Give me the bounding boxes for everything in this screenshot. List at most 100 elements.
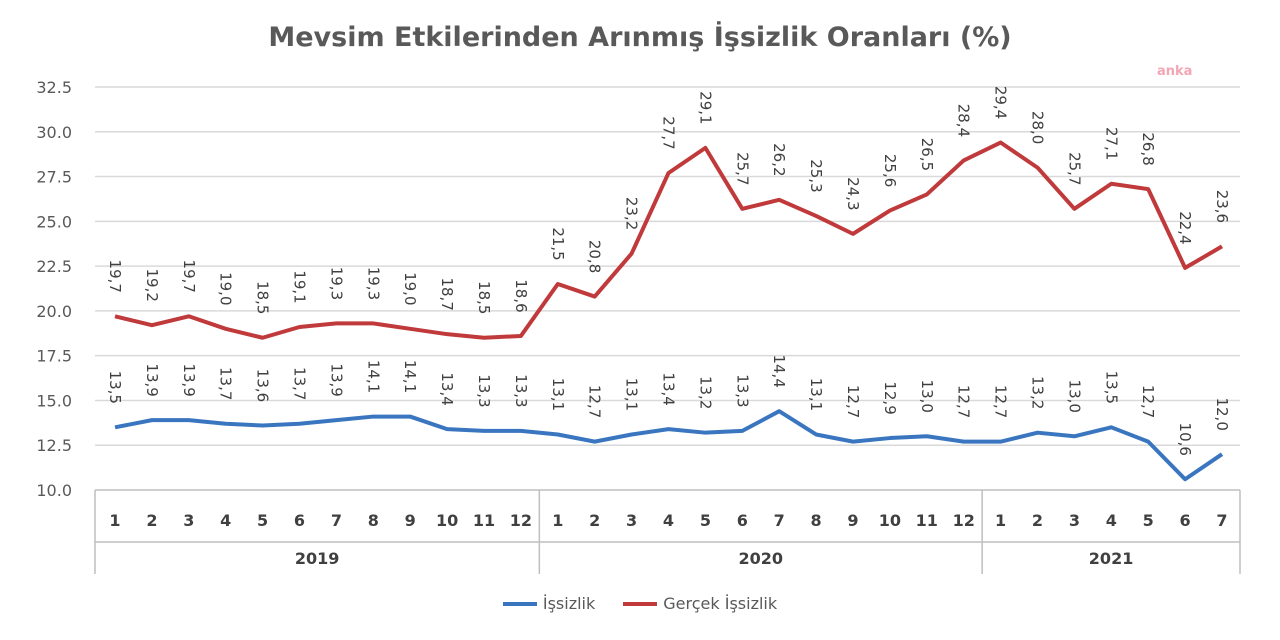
data-label: 12,9 bbox=[881, 381, 899, 414]
x-tick-label: 5 bbox=[1143, 511, 1154, 530]
data-label: 14,4 bbox=[770, 354, 788, 387]
data-label: 13,3 bbox=[733, 374, 751, 407]
legend-label: İşsizlik bbox=[542, 594, 596, 613]
x-tick-label: 9 bbox=[405, 511, 416, 530]
y-tick-label: 20.0 bbox=[36, 302, 72, 321]
data-label: 19,3 bbox=[364, 267, 382, 300]
x-tick-label: 4 bbox=[663, 511, 674, 530]
data-label: 28,4 bbox=[955, 104, 973, 137]
data-label: 18,7 bbox=[438, 277, 456, 310]
y-tick-label: 22.5 bbox=[36, 257, 72, 276]
y-tick-label: 25.0 bbox=[36, 212, 72, 231]
data-label: 13,5 bbox=[106, 371, 124, 404]
x-tick-label: 2 bbox=[589, 511, 600, 530]
data-label: 28,0 bbox=[1029, 111, 1047, 144]
data-label: 13,1 bbox=[807, 378, 825, 411]
data-label: 19,0 bbox=[401, 272, 419, 305]
x-tick-label: 4 bbox=[1106, 511, 1117, 530]
data-label: 24,3 bbox=[844, 177, 862, 210]
data-label: 13,2 bbox=[1029, 376, 1047, 409]
data-label: 13,0 bbox=[1065, 380, 1083, 413]
data-label: 10,6 bbox=[1176, 423, 1194, 456]
data-label: 25,7 bbox=[1065, 152, 1083, 185]
data-label: 19,2 bbox=[143, 269, 161, 302]
data-label: 13,3 bbox=[475, 374, 493, 407]
legend-swatch bbox=[502, 601, 537, 606]
data-label: 23,2 bbox=[623, 197, 641, 230]
y-tick-label: 10.0 bbox=[36, 481, 72, 500]
legend: İşsizlik Gerçek İşsizlik bbox=[0, 594, 1280, 613]
x-tick-label: 6 bbox=[737, 511, 748, 530]
data-label: 13,4 bbox=[438, 372, 456, 405]
data-label: 14,1 bbox=[401, 360, 419, 393]
data-label: 29,4 bbox=[992, 86, 1010, 119]
x-tick-label: 12 bbox=[953, 511, 975, 530]
data-label: 25,6 bbox=[881, 154, 899, 187]
data-label: 12,7 bbox=[1139, 385, 1157, 418]
data-label: 26,5 bbox=[918, 138, 936, 171]
x-tick-label: 4 bbox=[220, 511, 231, 530]
y-tick-label: 30.0 bbox=[36, 123, 72, 142]
x-tick-label: 5 bbox=[700, 511, 711, 530]
x-tick-label: 3 bbox=[183, 511, 194, 530]
data-label: 13,1 bbox=[623, 378, 641, 411]
data-label: 19,3 bbox=[327, 267, 345, 300]
data-label: 19,7 bbox=[106, 260, 124, 293]
data-label: 23,6 bbox=[1213, 190, 1231, 223]
legend-item-issizlik: İşsizlik bbox=[502, 594, 596, 613]
x-tick-label: 3 bbox=[626, 511, 637, 530]
data-label: 12,0 bbox=[1213, 397, 1231, 430]
data-label: 13,5 bbox=[1102, 371, 1120, 404]
data-label: 18,5 bbox=[475, 281, 493, 314]
data-label: 13,7 bbox=[217, 367, 235, 400]
data-label: 13,2 bbox=[696, 376, 714, 409]
x-tick-label: 2 bbox=[146, 511, 157, 530]
data-label: 29,1 bbox=[696, 91, 714, 124]
data-label: 19,7 bbox=[180, 260, 198, 293]
x-tick-label: 7 bbox=[774, 511, 785, 530]
x-tick-label: 10 bbox=[879, 511, 901, 530]
x-tick-label: 2 bbox=[1032, 511, 1043, 530]
x-tick-label: 8 bbox=[368, 511, 379, 530]
data-label: 12,7 bbox=[955, 385, 973, 418]
data-label: 22,4 bbox=[1176, 211, 1194, 244]
x-tick-label: 7 bbox=[331, 511, 342, 530]
x-tick-label: 1 bbox=[552, 511, 563, 530]
data-label: 12,7 bbox=[586, 385, 604, 418]
y-tick-label: 15.0 bbox=[36, 391, 72, 410]
data-label: 18,5 bbox=[254, 281, 272, 314]
x-tick-label: 7 bbox=[1216, 511, 1227, 530]
x-tick-label: 1 bbox=[995, 511, 1006, 530]
x-tick-label: 10 bbox=[436, 511, 458, 530]
data-label: 19,1 bbox=[291, 270, 309, 303]
data-label: 19,0 bbox=[217, 272, 235, 305]
data-label: 27,1 bbox=[1102, 127, 1120, 160]
data-label: 13,9 bbox=[327, 363, 345, 396]
year-label: 2020 bbox=[738, 549, 783, 568]
data-label: 13,9 bbox=[180, 363, 198, 396]
data-label: 18,6 bbox=[512, 279, 530, 312]
watermark-logo: anka bbox=[1157, 64, 1193, 79]
y-tick-label: 12.5 bbox=[36, 436, 72, 455]
data-label: 13,7 bbox=[291, 367, 309, 400]
data-label: 13,0 bbox=[918, 380, 936, 413]
x-tick-label: 11 bbox=[916, 511, 938, 530]
data-label: 20,8 bbox=[586, 240, 604, 273]
series-line-gercek-issizlik bbox=[114, 140, 1224, 340]
data-label: 13,1 bbox=[549, 378, 567, 411]
data-label: 14,1 bbox=[364, 360, 382, 393]
data-label: 26,2 bbox=[770, 143, 788, 176]
data-label: 27,7 bbox=[660, 116, 678, 149]
data-label: 13,4 bbox=[660, 372, 678, 405]
data-label: 26,8 bbox=[1139, 132, 1157, 165]
x-tick-label: 11 bbox=[473, 511, 495, 530]
legend-swatch bbox=[623, 601, 658, 606]
y-tick-label: 32.5 bbox=[36, 78, 72, 97]
y-tick-label: 17.5 bbox=[36, 347, 72, 366]
data-label: 12,7 bbox=[844, 385, 862, 418]
data-label: 13,9 bbox=[143, 363, 161, 396]
x-tick-label: 6 bbox=[1180, 511, 1191, 530]
data-label: 25,7 bbox=[733, 152, 751, 185]
